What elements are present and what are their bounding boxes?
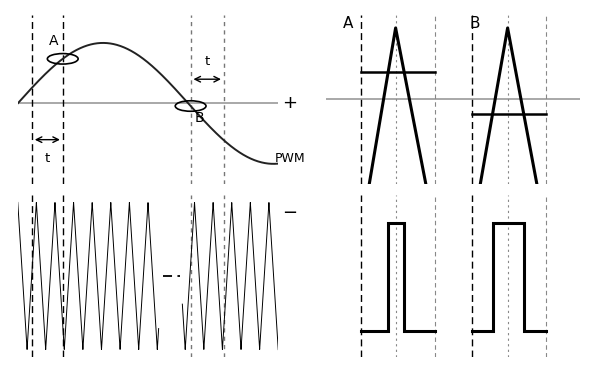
Text: t: t [205,55,210,68]
Text: t: t [45,152,50,165]
Text: +: + [282,94,298,112]
Text: B: B [194,111,204,125]
Text: −: − [282,205,298,222]
Text: A: A [49,34,58,48]
Text: PWM: PWM [275,152,305,165]
Text: B: B [469,16,480,31]
Text: A: A [343,16,353,31]
